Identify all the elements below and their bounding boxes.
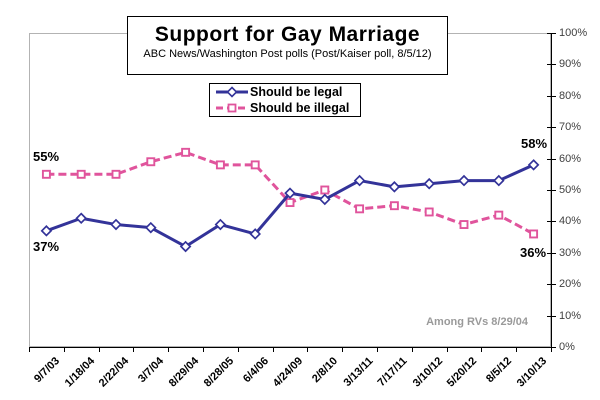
illegal-marker	[320, 185, 330, 195]
illegal-marker	[250, 160, 260, 170]
annotation-illegal-end: 36%	[520, 245, 547, 260]
y-tick-label: 90%	[559, 58, 582, 71]
legal-marker	[318, 193, 331, 206]
illegal-marker	[285, 198, 295, 208]
legend-item-legal: Should be legal	[214, 84, 360, 100]
legal-line-sample-icon	[216, 86, 248, 98]
illegal-line-sample-icon	[216, 103, 248, 113]
legal-marker	[527, 159, 540, 171]
legal-marker	[423, 177, 436, 190]
illegal-marker	[424, 207, 434, 217]
y-tick-label: 50%	[559, 184, 582, 196]
chart-subtitle: ABC News/Washington Post polls (Post/Kai…	[143, 48, 432, 60]
illegal-marker	[41, 169, 51, 179]
illegal-marker	[355, 204, 365, 214]
y-tick-label: 80%	[559, 89, 582, 102]
illegal-marker	[215, 160, 225, 170]
legal-marker	[75, 212, 88, 225]
chart-title: Support for Gay Marriage	[154, 23, 421, 46]
among-rvs-note: Among RVs 8/29/04	[426, 316, 528, 328]
y-tick-label: 70%	[559, 121, 582, 134]
illegal-marker	[181, 147, 191, 157]
illegal-marker	[459, 220, 469, 229]
y-tick-label: 40%	[559, 215, 582, 228]
legal-marker	[458, 174, 470, 187]
legend-item-illegal: Should be illegal	[214, 100, 360, 116]
y-tick-label: 0%	[559, 341, 575, 353]
legend-label-legal: Should be legal	[250, 85, 343, 99]
legal-marker	[179, 240, 192, 253]
legal-marker	[284, 187, 296, 199]
annotation-illegal-start: 55%	[33, 149, 60, 164]
y-tick-label: 100%	[559, 27, 588, 39]
annotation-legal-start: 37%	[33, 239, 60, 254]
y-tick-label: 30%	[559, 246, 582, 259]
illegal-marker	[529, 229, 539, 239]
legal-marker	[388, 181, 401, 193]
illegal-marker	[389, 201, 399, 211]
legal-marker	[492, 174, 505, 187]
legal-marker	[110, 218, 122, 231]
y-tick-label: 10%	[559, 309, 582, 322]
legal-marker	[353, 174, 366, 187]
legend-label-illegal: Should be illegal	[250, 101, 350, 115]
legal-marker	[144, 221, 157, 234]
y-tick-label: 20%	[559, 278, 582, 291]
legal-marker	[249, 228, 262, 240]
illegal-marker	[111, 169, 121, 179]
legal-marker	[214, 218, 227, 231]
illegal-marker	[76, 169, 86, 179]
annotation-legal-end: 58%	[521, 136, 548, 151]
chart-title-box: Support for Gay Marriage ABC News/Washin…	[127, 16, 448, 75]
legend: Should be legal Should be illegal	[209, 83, 361, 117]
legal-marker	[40, 225, 53, 237]
illegal-marker	[494, 210, 504, 220]
illegal-marker	[146, 157, 156, 167]
y-tick-label: 60%	[559, 152, 582, 165]
